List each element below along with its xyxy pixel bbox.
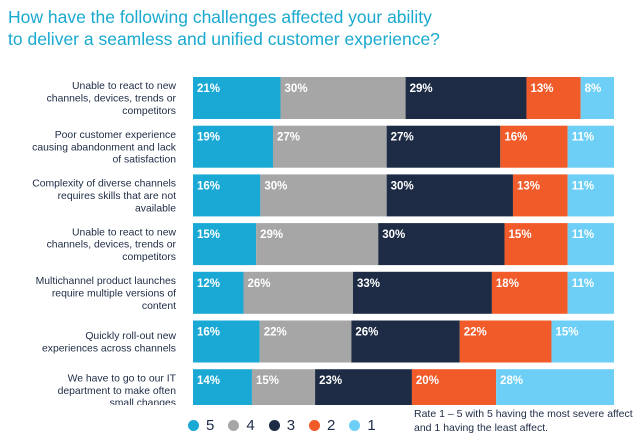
bar-value-label: 30% (382, 229, 405, 241)
bar-segment-4 (243, 271, 353, 314)
bar-value-label: 15% (256, 375, 279, 387)
bar-segment-3 (378, 223, 505, 266)
bar-segment-2 (491, 271, 568, 314)
bar-value-label: 27% (391, 132, 414, 144)
bar-segment-4 (280, 77, 406, 119)
bar-value-label: 16% (197, 327, 220, 339)
bar-value-label: 16% (504, 132, 527, 144)
bar-segment-2 (500, 125, 568, 168)
category-label: Quickly roll-out new experiences across c… (42, 331, 176, 354)
bar-value-label: 33% (357, 278, 380, 290)
bar-value-label: 16% (197, 180, 220, 192)
legend-swatch (228, 419, 240, 431)
bar-segment-5 (193, 125, 273, 168)
bar-segment-1 (567, 174, 614, 217)
legend-label: 2 (327, 416, 336, 434)
bar-segment-3 (386, 125, 501, 168)
legend-item-3: 3 (268, 416, 296, 434)
bar-segment-3 (352, 271, 492, 314)
bar-value-label: 23% (319, 375, 342, 387)
bar-segment-5 (193, 223, 257, 266)
bar-value-label: 13% (517, 180, 540, 192)
bar-value-label: 30% (285, 83, 308, 95)
legend-swatch (188, 419, 199, 431)
bar-value-label: 20% (416, 375, 439, 387)
bar-segment-3 (386, 174, 513, 217)
bar-value-label: 26% (355, 327, 378, 339)
bar-value-label: 8% (585, 83, 602, 95)
bar-segment-3 (315, 369, 412, 405)
bar-segment-3 (351, 320, 460, 363)
stacked-bar-chart: Unable to react to new channels, devices,… (32, 77, 614, 405)
bar-segment-5 (193, 77, 281, 119)
bar-segment-1 (567, 223, 614, 266)
bar-segment-4 (251, 369, 316, 405)
bar-value-label: 13% (530, 83, 553, 95)
bar-value-label: 11% (572, 132, 594, 144)
bar-segment-2 (504, 223, 568, 266)
bar-segment-4 (260, 174, 387, 217)
legend-item-1: 1 (349, 416, 376, 434)
bar-segment-5 (193, 174, 261, 217)
category-label: We have to go to our IT department to mak… (58, 373, 177, 405)
legend-label: 5 (206, 416, 215, 434)
bar-segment-2 (459, 320, 552, 363)
bar-segment-2 (526, 77, 581, 119)
bar-segment-1 (567, 271, 614, 314)
legend-label: 4 (246, 416, 255, 434)
legend-label: 3 (286, 416, 296, 434)
rating-note: Rate 1 – 5 with 5 having the most severe… (414, 408, 633, 434)
bar-segment-1 (496, 369, 614, 405)
category-label: Complexity of diverse channels requires s… (32, 179, 176, 215)
bar-value-label: 21% (197, 83, 220, 95)
bar-segment-4 (259, 320, 352, 363)
bar-segment-1 (580, 77, 614, 119)
bar-value-label: 22% (464, 327, 487, 339)
legend-swatch (268, 419, 280, 431)
bar-value-label: 26% (248, 278, 271, 290)
legend-label: 1 (367, 416, 376, 434)
category-label: Unable to react to new channels, devices,… (47, 81, 177, 117)
bar-value-label: 11% (572, 278, 594, 290)
bar-segment-5 (193, 369, 252, 405)
bar-value-label: 18% (496, 278, 519, 290)
bar-value-label: 30% (391, 180, 414, 192)
legend-item-2: 2 (309, 417, 335, 434)
bar-segment-5 (193, 271, 244, 314)
category-label: Unable to react to new channels, devices,… (47, 227, 177, 263)
chart-title-line-1: How have the following challenges affect… (8, 7, 432, 27)
bar-value-label: 27% (277, 132, 300, 144)
bar-value-label: 29% (410, 83, 433, 95)
bar-value-label: 29% (260, 229, 283, 241)
bar-value-label: 30% (264, 180, 287, 192)
legend-item-5: 5 (188, 417, 214, 434)
bar-value-label: 15% (197, 229, 220, 241)
legend-item-4: 4 (228, 416, 255, 434)
category-label: Poor customer experience causing abandonm… (32, 130, 177, 166)
bar-value-label: 15% (509, 229, 532, 241)
legend: 5 4 3 2 1 (188, 414, 390, 436)
bar-value-label: 28% (500, 375, 523, 387)
bar-segment-1 (567, 125, 614, 168)
bar-value-label: 12% (197, 278, 220, 290)
category-label: Multichannel product launches require mul… (36, 276, 176, 312)
bar-value-label: 11% (572, 229, 594, 241)
bar-value-label: 11% (572, 180, 594, 192)
bar-segment-2 (512, 174, 568, 217)
bar-value-label: 15% (555, 327, 578, 339)
bar-segment-1 (551, 320, 614, 363)
bar-value-label: 19% (197, 132, 220, 144)
chart-title-line-2: to deliver a seamless and unified custom… (8, 29, 440, 49)
bar-segment-4 (256, 223, 379, 266)
bar-segment-2 (411, 369, 497, 405)
legend-swatch (349, 419, 361, 431)
chart-title: How have the following challenges affect… (8, 6, 628, 50)
bar-segment-4 (272, 125, 387, 168)
bar-segment-3 (405, 77, 527, 119)
legend-swatch (309, 419, 321, 431)
bar-value-label: 22% (264, 327, 287, 339)
bar-segment-5 (193, 320, 260, 363)
bar-value-label: 14% (197, 375, 220, 387)
